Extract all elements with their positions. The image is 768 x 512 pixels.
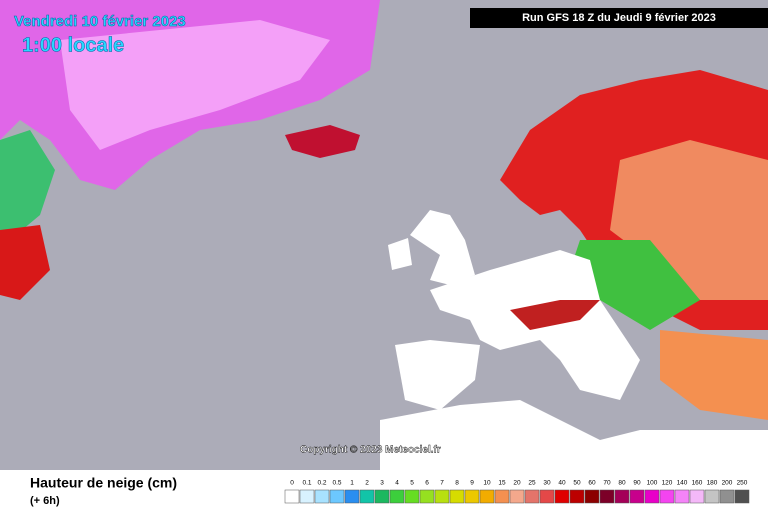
legend-swatch — [644, 489, 660, 504]
legend-swatch — [404, 489, 420, 504]
greenland-deep — [60, 20, 330, 150]
labrador — [0, 225, 50, 300]
legend-label: 2 — [365, 480, 369, 487]
legend-swatch — [539, 489, 555, 504]
legend-swatch — [674, 489, 690, 504]
ireland — [388, 238, 412, 270]
legend-swatch — [629, 489, 645, 504]
legend-label: 0.2 — [317, 480, 326, 487]
legend-label: 80 — [618, 480, 626, 487]
greenland-coast — [0, 130, 55, 240]
legend-label: 160 — [692, 480, 703, 487]
alps — [510, 300, 600, 330]
legend-label: 30 — [543, 480, 551, 487]
legend-swatch — [554, 489, 570, 504]
legend-swatch — [359, 489, 375, 504]
legend-label: 140 — [677, 480, 688, 487]
time-label: 1:00 locale — [22, 34, 124, 56]
legend-swatch — [449, 489, 465, 504]
legend-label: 7 — [440, 480, 444, 487]
legend-label: 20 — [513, 480, 521, 487]
legend-swatch — [299, 489, 315, 504]
legend-label: 100 — [647, 480, 658, 487]
legend-swatch — [434, 489, 450, 504]
legend-label: 60 — [588, 480, 596, 487]
legend-label: 180 — [707, 480, 718, 487]
legend-swatch — [719, 489, 735, 504]
legend-label: 1 — [350, 480, 354, 487]
legend-label: 0.1 — [302, 480, 311, 487]
legend-swatch — [284, 489, 300, 504]
central-europe-green — [570, 240, 700, 330]
legend-swatch — [599, 489, 615, 504]
britain — [410, 210, 475, 285]
legend-scale: 0 0.1 0.2 0.5 1 2 3 4 5 6 7 8 9 10 15 20 25 30 40 50 60 70 80 9… — [284, 480, 750, 504]
legend-swatch — [689, 489, 705, 504]
legend-swatch — [329, 489, 345, 504]
legend-label: 3 — [380, 480, 384, 487]
run-box — [470, 8, 768, 28]
legend-label: 5 — [410, 480, 414, 487]
north-africa — [380, 400, 768, 470]
legend-subtitle: (+ 6h) — [30, 495, 60, 507]
legend-label: 40 — [558, 480, 566, 487]
legend-label: 120 — [662, 480, 673, 487]
turkey — [660, 330, 768, 420]
legend-label: 200 — [722, 480, 733, 487]
legend-swatch — [659, 489, 675, 504]
legend-swatch — [314, 489, 330, 504]
iberia — [395, 340, 480, 410]
legend-swatch — [344, 489, 360, 504]
legend-swatch — [374, 489, 390, 504]
legend-swatch — [734, 489, 750, 504]
legend-label: 8 — [455, 480, 459, 487]
legend-label: 0 — [290, 480, 294, 487]
legend-label: 0.5 — [332, 480, 341, 487]
russia — [610, 140, 768, 300]
legend-label: 90 — [633, 480, 641, 487]
legend-swatch — [584, 489, 600, 504]
run-label: Run GFS 18 Z du Jeudi 9 février 2023 — [522, 12, 716, 24]
legend-swatch — [704, 489, 720, 504]
legend-swatch — [509, 489, 525, 504]
legend-label: 70 — [603, 480, 611, 487]
legend-label: 25 — [528, 480, 536, 487]
legend-label: 50 — [573, 480, 581, 487]
legend-label: 15 — [498, 480, 506, 487]
legend-label: 10 — [483, 480, 491, 487]
legend-swatch — [419, 489, 435, 504]
legend-label: 250 — [737, 480, 748, 487]
date-label: Vendredi 10 février 2023 — [14, 13, 186, 30]
legend-swatch — [614, 489, 630, 504]
copyright: Copyright © 2023 Meteociel.fr — [300, 445, 441, 456]
legend-swatch — [479, 489, 495, 504]
legend-swatch — [524, 489, 540, 504]
legend-swatch — [494, 489, 510, 504]
legend-label: 9 — [470, 480, 474, 487]
legend-swatch — [389, 489, 405, 504]
legend-swatch — [464, 489, 480, 504]
legend-swatch — [569, 489, 585, 504]
legend-label: 6 — [425, 480, 429, 487]
legend-title: Hauteur de neige (cm) — [30, 475, 177, 491]
iceland — [285, 125, 360, 158]
legend-label: 4 — [395, 480, 399, 487]
